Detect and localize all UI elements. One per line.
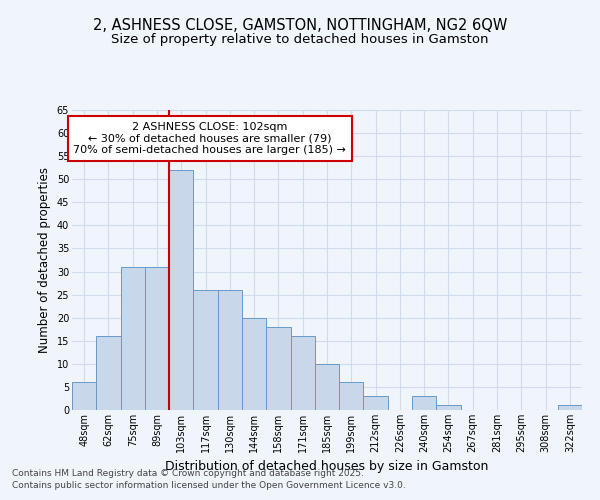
Text: 2, ASHNESS CLOSE, GAMSTON, NOTTINGHAM, NG2 6QW: 2, ASHNESS CLOSE, GAMSTON, NOTTINGHAM, N… [93, 18, 507, 32]
Bar [364, 396, 388, 410]
Bar [436, 406, 461, 410]
Bar [290, 336, 315, 410]
Text: 2 ASHNESS CLOSE: 102sqm
← 30% of detached houses are smaller (79)
70% of semi-de: 2 ASHNESS CLOSE: 102sqm ← 30% of detache… [73, 122, 346, 155]
Bar [96, 336, 121, 410]
Bar [558, 406, 582, 410]
Bar [315, 364, 339, 410]
Text: Contains public sector information licensed under the Open Government Licence v3: Contains public sector information licen… [12, 481, 406, 490]
Bar [266, 327, 290, 410]
Bar [121, 267, 145, 410]
Bar [339, 382, 364, 410]
Text: Contains HM Land Registry data © Crown copyright and database right 2025.: Contains HM Land Registry data © Crown c… [12, 468, 364, 477]
Bar [193, 290, 218, 410]
Bar [169, 170, 193, 410]
Bar [145, 267, 169, 410]
Bar [412, 396, 436, 410]
Bar [242, 318, 266, 410]
X-axis label: Distribution of detached houses by size in Gamston: Distribution of detached houses by size … [166, 460, 488, 473]
Bar [72, 382, 96, 410]
Y-axis label: Number of detached properties: Number of detached properties [38, 167, 51, 353]
Bar [218, 290, 242, 410]
Text: Size of property relative to detached houses in Gamston: Size of property relative to detached ho… [111, 32, 489, 46]
